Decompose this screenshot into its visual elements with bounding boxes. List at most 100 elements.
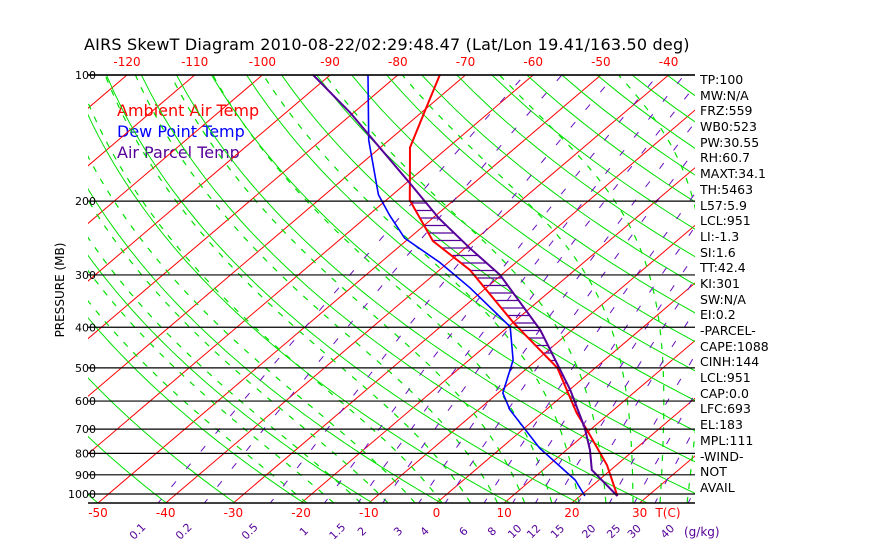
legend-ambient-air-temp: Ambient Air Temp — [117, 101, 260, 120]
mixing-ratio-tick-label: 10 — [505, 522, 524, 541]
moist-adiabat-line — [499, 75, 665, 503]
mixing-ratio-tick-label: 1 — [297, 524, 311, 538]
pressure-tick-label: 600 — [75, 395, 96, 408]
isotherm-line — [88, 75, 196, 167]
dry-adiabat-line — [88, 317, 305, 503]
dry-adiabat-line — [88, 494, 99, 503]
isotherm-line — [88, 75, 263, 225]
top-temp-tick-label: -50 — [591, 55, 611, 69]
bottom-temp-tick-label: 20 — [564, 506, 579, 520]
mixing-ratio-tick-label: 0.2 — [173, 521, 195, 543]
isotherm-line — [775, 75, 870, 503]
index-item: MAXT:34.1 — [700, 166, 766, 182]
moist-adiabat-line — [88, 299, 308, 503]
dry-adiabat-line — [88, 435, 168, 503]
index-item: L57:5.9 — [700, 197, 747, 213]
index-item: TT:42.4 — [700, 260, 746, 276]
top-temp-tick-label: -100 — [249, 55, 276, 69]
index-item: TP:100 — [700, 72, 744, 87]
isotherm-line — [571, 397, 695, 503]
isotherm-line — [88, 75, 331, 282]
stability-indices: TP:100 MW:N/A FRZ:559 WB0:523 PW:30.55 RH:60.… — [700, 72, 769, 496]
index-item: CINH:144 — [700, 354, 760, 370]
legend: Ambient Air Temp Dew Point Temp Air Parc… — [117, 100, 259, 163]
dew-point-line — [367, 75, 586, 497]
bottom-temp-tick-label: 0 — [433, 506, 441, 520]
dry-adiabat-line — [772, 75, 870, 505]
index-item: SW:N/A — [700, 291, 746, 307]
moist-adiabat-line — [104, 75, 472, 503]
index-item: MPL:111 — [700, 432, 754, 448]
pressure-tick-label: 100 — [75, 69, 96, 82]
moist-adiabat-line — [88, 269, 335, 503]
pressure-tick-label: 900 — [75, 469, 96, 482]
index-item: SI:1.6 — [700, 244, 736, 260]
mixing-ratio-tick-label: 8 — [485, 524, 499, 538]
moist-adiabat-line — [324, 75, 607, 503]
mixing-ratio-tick-label: 1.5 — [327, 521, 349, 543]
index-item: EL:183 — [700, 417, 743, 433]
bottom-temp-tick-label: -40 — [156, 506, 176, 520]
isotherm-line — [97, 75, 602, 503]
index-item: NOT — [700, 464, 727, 480]
moist-adiabat-line — [88, 198, 389, 503]
top-temp-tick-label: -120 — [113, 55, 140, 69]
index-item: -WIND- — [700, 448, 744, 464]
bottom-temp-tick-label: 10 — [497, 506, 512, 520]
x-axis-label: T(C) — [654, 506, 680, 520]
mixing-ratio-line — [157, 75, 525, 503]
mixing-ratio-tick-label: 3 — [391, 524, 405, 538]
index-item: KI:301 — [700, 275, 740, 291]
bottom-temp-tick-label: -50 — [88, 506, 108, 520]
moist-adiabat-line — [88, 100, 443, 503]
pressure-tick-label: 500 — [75, 362, 96, 375]
isotherm-line — [503, 339, 695, 503]
bottom-temp-tick-label: -20 — [291, 506, 311, 520]
moist-adiabat-line — [88, 155, 416, 503]
pressure-tick-label: 200 — [75, 195, 96, 208]
top-temp-tick-label: -40 — [659, 55, 679, 69]
pressure-tick-label: 300 — [75, 269, 96, 282]
index-item: WB0:523 — [700, 119, 757, 135]
bottom-temp-tick-label: -10 — [359, 506, 379, 520]
pressure-tick-label: 800 — [75, 447, 96, 460]
index-item: CAPE:1088 — [700, 338, 769, 354]
bottom-temp-tick-label: -30 — [224, 506, 244, 520]
mixing-ratio-line — [512, 226, 695, 503]
mixing-ratio-unit-label: (g/kg) — [684, 525, 720, 539]
ambient-temp-line — [408, 75, 619, 497]
top-temp-tick-label: -80 — [388, 55, 408, 69]
mixing-ratio-line — [357, 75, 685, 503]
index-item: -PARCEL- — [700, 323, 756, 338]
isotherm-line — [300, 167, 695, 503]
mixing-ratio-tick-label: 40 — [658, 522, 677, 541]
moist-adiabat-line — [170, 75, 526, 503]
isotherm-line — [88, 75, 128, 109]
mixing-ratio-tick-label: 4 — [418, 524, 432, 538]
dry-adiabat-line — [281, 75, 695, 402]
isotherm-line — [88, 75, 534, 455]
isotherm-line — [0, 75, 59, 503]
mixing-ratio-tick-label: 30 — [625, 522, 644, 541]
top-temp-tick-label: -110 — [181, 55, 208, 69]
pressure-tick-label: 1000 — [68, 488, 96, 501]
index-item: TH:5463 — [700, 181, 754, 197]
dry-adiabat-line — [0, 75, 31, 505]
isotherm-line — [88, 75, 466, 397]
moist-adiabat-line — [88, 236, 362, 503]
dry-adiabat-line — [491, 75, 695, 230]
mixing-ratio-tick-label: 2 — [355, 524, 369, 538]
moist-adiabat-line — [618, 75, 695, 503]
moist-adiabat-line — [401, 75, 634, 503]
dry-adiabat-line — [421, 75, 695, 286]
pressure-tick-label: 700 — [75, 423, 96, 436]
mixing-ratio-line — [203, 75, 563, 503]
mixing-ratio-tick-label: 6 — [457, 524, 471, 538]
mixing-ratio-tick-label: 15 — [548, 522, 567, 541]
mixing-ratio-tick-label: 25 — [604, 522, 623, 541]
top-temp-tick-label: -60 — [523, 55, 543, 69]
legend-air-parcel-temp: Air Parcel Temp — [117, 143, 240, 162]
dry-adiabat-line — [88, 254, 374, 503]
isotherm-line — [368, 224, 695, 503]
